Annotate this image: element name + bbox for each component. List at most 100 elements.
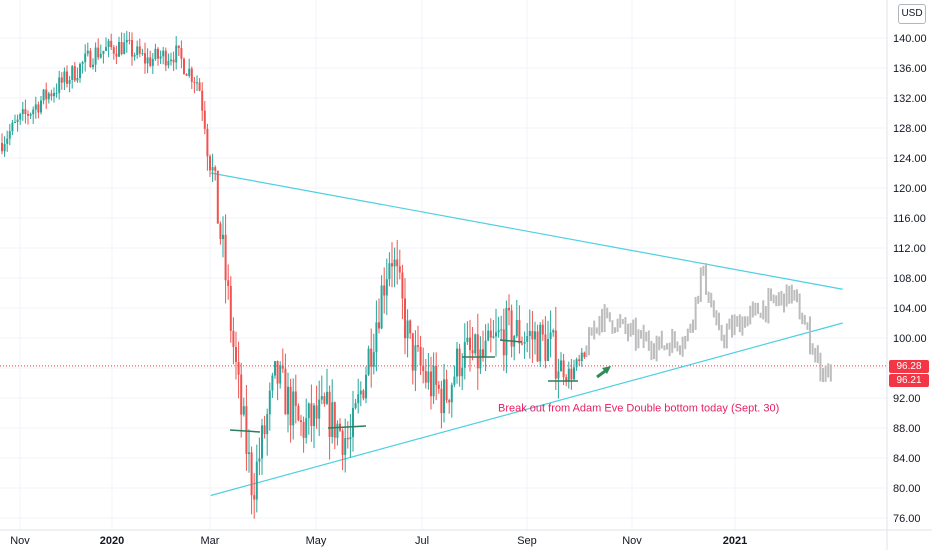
candle-body [500, 329, 503, 331]
candle-body [263, 425, 266, 435]
candle-body [476, 334, 479, 369]
support-mark [327, 425, 367, 429]
projection [585, 263, 832, 383]
candle-body [146, 57, 149, 64]
candle-body [575, 359, 578, 368]
candle-body [196, 82, 198, 84]
candle-body [432, 366, 435, 397]
candle-body [409, 320, 412, 334]
currency-button[interactable]: USD [898, 4, 926, 24]
x-tick-label: Jul [415, 535, 429, 547]
candle-body [354, 403, 357, 408]
candle-body [151, 58, 154, 66]
candle-body [141, 53, 144, 55]
prev-price-badge: 96.21 [889, 374, 929, 387]
candle-body [214, 167, 217, 171]
x-tick-label: Mar [201, 535, 220, 547]
candle-body [219, 223, 222, 240]
candle-body [518, 320, 521, 344]
candle-body [42, 89, 45, 101]
candle-body [97, 47, 100, 58]
candle-body [474, 334, 477, 354]
candle-body [8, 131, 11, 139]
trendline-lower[interactable] [210, 322, 843, 497]
y-tick-label: 88.00 [893, 423, 921, 435]
candle-body [580, 352, 583, 362]
candle-body [71, 66, 74, 81]
candle-body [3, 143, 6, 152]
candle-body [331, 402, 334, 437]
candle-body [294, 391, 297, 406]
candle-body [489, 330, 492, 338]
candle-body [313, 405, 315, 427]
candle-body [484, 340, 487, 358]
candle-body [523, 341, 526, 344]
candle-body [378, 322, 380, 329]
candle-body [55, 92, 58, 94]
support-mark [499, 339, 523, 343]
candle-body [310, 403, 313, 427]
candle-body [125, 39, 128, 43]
candle-body [565, 377, 568, 382]
candle-body [445, 379, 448, 401]
candle-body [47, 93, 50, 100]
candle-body [495, 332, 497, 337]
candle-body [24, 109, 27, 114]
candle-body [84, 53, 87, 63]
candle-body [534, 331, 536, 340]
candle-body [352, 407, 354, 438]
candle-body [123, 42, 126, 55]
x-axis[interactable]: Nov 2020 Mar May Jul Sep Nov 2021 [0, 529, 932, 547]
candle-body [549, 332, 552, 340]
y-tick-label: 108.00 [893, 273, 927, 285]
candle-body [266, 414, 269, 435]
candle-body [531, 331, 534, 340]
candle-body [81, 62, 84, 64]
candle-body [336, 423, 339, 438]
candle-body [276, 361, 279, 384]
y-tick-label: 76.00 [893, 513, 921, 525]
trendline-upper[interactable] [210, 172, 843, 290]
y-axis[interactable]: 76.0080.0084.0088.0092.0096.00100.00104.… [886, 0, 927, 550]
candle-body [463, 342, 466, 368]
candle-body [1, 143, 3, 152]
candle-body [201, 90, 204, 111]
candle-body [92, 64, 94, 68]
candle-body [567, 368, 570, 382]
candle-body [404, 298, 406, 339]
candle-body [344, 438, 347, 456]
candle-body [112, 47, 115, 54]
candle-body [63, 71, 66, 83]
x-tick-label: Nov [10, 535, 30, 547]
candle-body [60, 77, 63, 83]
candle-body [365, 374, 367, 399]
candle-body [487, 330, 490, 341]
candle-body [232, 330, 235, 347]
candle-body [34, 104, 37, 110]
candle-body [110, 40, 113, 48]
last-price-badge: 96.28 [889, 360, 929, 373]
y-tick-label: 100.00 [893, 333, 927, 345]
candle-body [229, 285, 232, 331]
candle-body [300, 420, 302, 422]
candle-body [448, 400, 451, 403]
candle-body [118, 42, 120, 57]
candle-body [521, 343, 523, 345]
candle-body [292, 391, 295, 426]
candle-body [157, 48, 159, 59]
candle-body [120, 42, 123, 55]
grid [0, 0, 887, 530]
arrow-icon-head [602, 366, 611, 374]
candle-body [302, 421, 305, 438]
candle-body [240, 374, 243, 415]
candle-body [271, 375, 274, 391]
candle-body [154, 48, 157, 59]
candle-body [76, 78, 79, 81]
candle-body [136, 46, 139, 56]
candle-body [206, 128, 209, 157]
candle-body [79, 63, 81, 79]
candle-body [287, 386, 289, 415]
candle-body [443, 379, 445, 414]
trendlines [210, 172, 843, 497]
